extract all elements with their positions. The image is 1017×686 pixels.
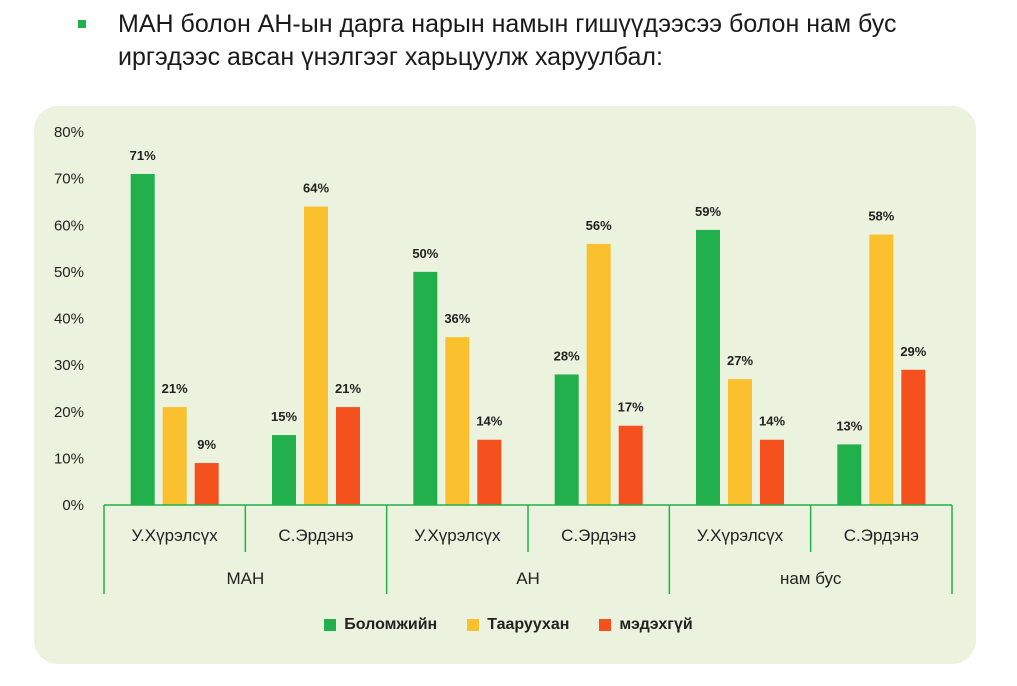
bar [696,229,720,505]
page-title: МАН болон АН-ын дарга нарын намын гишүүд… [118,8,1008,74]
bar [272,435,296,505]
legend-label-2: Тааруухан [487,616,570,633]
y-tick-label: 10% [54,450,84,467]
y-tick-label: 80% [54,124,84,141]
y-tick-label: 0% [62,497,84,514]
data-label: 14% [476,414,502,429]
legend-item-2: Тааруухан [467,616,569,634]
bar [869,234,894,505]
bar [477,439,502,505]
bullet-icon [78,20,86,28]
data-label: 58% [868,209,894,224]
legend-swatch-1 [324,619,337,631]
category-label: У.Хүрэлсүх [132,526,219,545]
data-label: 36% [444,311,470,326]
y-tick-label: 60% [54,217,84,234]
bar [586,243,611,505]
data-label: 21% [162,381,188,396]
bar [194,463,219,505]
category-label: У.Хүрэлсүх [697,526,784,545]
bar [901,369,926,505]
data-label: 71% [130,148,156,163]
data-label: 56% [586,218,612,233]
bar [162,407,187,505]
legend-item-1: Боломжийн [324,616,437,634]
data-label: 13% [836,418,862,433]
legend-label-3: мэдэхгүй [619,616,693,633]
chart-legend: Боломжийн Тааруухан мэдэхгүй [0,616,1017,634]
data-label: 28% [554,348,580,363]
bar [304,206,328,505]
legend-swatch-2 [467,619,480,631]
bar [728,379,752,505]
group-label: МАН [226,569,264,588]
bar [413,271,438,505]
category-label: С.Эрдэнэ [278,526,353,545]
y-tick-label: 70% [54,171,84,188]
bar [554,374,579,505]
group-label: нам бус [780,569,842,588]
group-label: АН [516,569,540,588]
bar [336,407,360,505]
legend-item-3: мэдэхгүй [599,616,693,634]
bar [837,444,862,505]
category-label: С.Эрдэнэ [844,526,919,545]
legend-swatch-3 [599,619,612,631]
bar [618,425,643,505]
bar [130,173,155,505]
bar [445,337,470,505]
page-title-line-1: МАН болон АН-ын дарга нарын намын гишүүд… [118,10,897,38]
page-title-line-2: иргэдээс авсан үнэлгээг харьцуулж харуул… [118,43,663,71]
category-label: У.Хүрэлсүх [414,526,501,545]
data-label: 17% [618,400,644,415]
category-label: С.Эрдэнэ [561,526,636,545]
data-label: 21% [335,381,361,396]
data-label: 64% [303,181,329,196]
chart-panel [34,106,976,664]
y-tick-label: 20% [54,404,84,421]
data-label: 29% [900,344,926,359]
data-label: 9% [197,437,216,452]
data-label: 59% [695,204,721,219]
data-label: 14% [759,414,785,429]
data-label: 27% [727,353,753,368]
data-label: 50% [412,246,438,261]
data-label: 15% [271,409,297,424]
y-tick-label: 30% [54,357,84,374]
y-tick-label: 40% [54,311,84,328]
bar [760,439,784,505]
legend-label-1: Боломжийн [344,616,438,633]
y-tick-label: 50% [54,264,84,281]
